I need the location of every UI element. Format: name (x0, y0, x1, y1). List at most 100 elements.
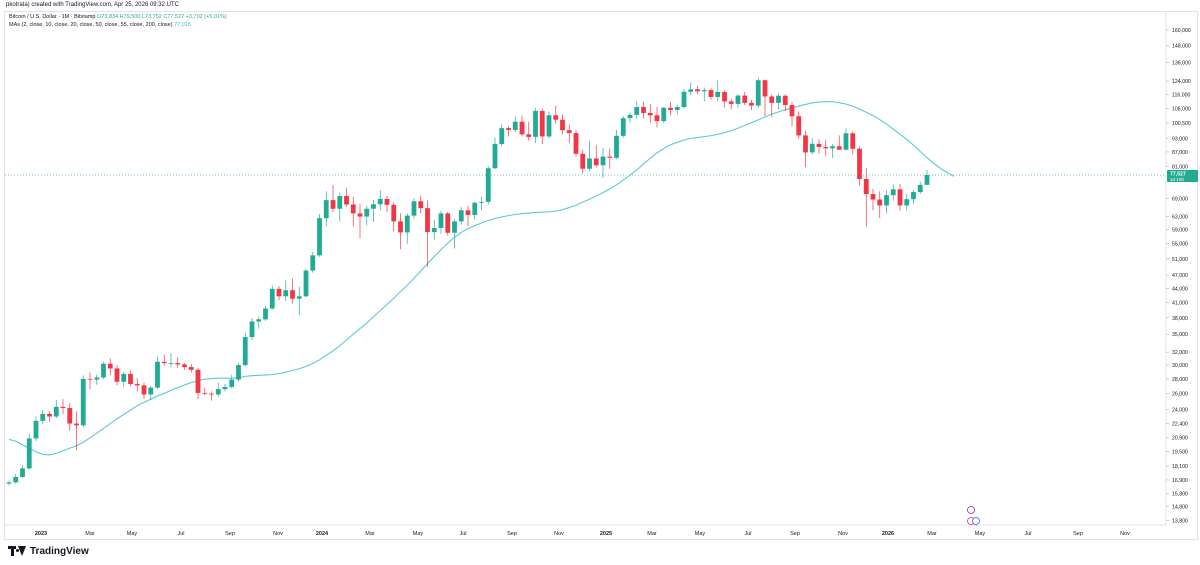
candle-body (249, 321, 255, 338)
candle-body (337, 196, 343, 209)
candle-body (762, 80, 768, 97)
candle-body (647, 112, 653, 116)
y-tick-label: 100,500 (1172, 121, 1191, 127)
y-tick-label: 13,800 (1172, 519, 1188, 525)
candle-body (789, 104, 795, 117)
x-tick-label: Nov (1120, 531, 1130, 537)
candle-body (654, 115, 660, 122)
candle-body (715, 91, 721, 97)
y-tick-label: 26,000 (1172, 392, 1188, 398)
candle-body (924, 175, 930, 185)
chart-byline: pkotrata) created with TradingView.com, … (6, 2, 179, 8)
candle-body (391, 204, 397, 222)
legend-symbol-row: Bitcoin / U.S. Dollar · 1M · Bitstamp O7… (9, 14, 227, 20)
y-tick-label: 32,000 (1172, 350, 1188, 356)
legend-ma-label[interactable]: MAs (2, close, 10, close, 20, close, 50,… (9, 22, 173, 28)
y-tick-label: 30,000 (1172, 363, 1188, 369)
y-tick-label: 16,900 (1172, 478, 1188, 484)
candle-body (236, 365, 241, 380)
candle-body (641, 107, 646, 113)
candle-body (458, 210, 464, 222)
x-tick-label: Sep (225, 531, 235, 537)
candle-body (398, 221, 403, 233)
candle-body (701, 90, 707, 92)
candle-body (735, 95, 741, 104)
event-marker-icon (967, 506, 975, 514)
x-tick-label: Sep (1073, 531, 1083, 537)
x-tick-label: Sep (507, 531, 517, 537)
x-tick-label: Nov (273, 531, 283, 537)
candle-body (911, 192, 916, 200)
candle-body (499, 128, 505, 145)
candle-body (141, 385, 147, 395)
legend-symbol[interactable]: Bitcoin / U.S. Dollar · 1M · Bitstamp (9, 14, 96, 20)
candle-body (742, 95, 748, 103)
candle-body (600, 156, 606, 166)
candle-body (377, 198, 383, 205)
candle-body (188, 367, 194, 370)
candle-body (317, 218, 322, 256)
candle-body (175, 363, 181, 365)
y-tick-label: 18,100 (1172, 464, 1188, 470)
candle-body (769, 96, 775, 103)
x-tick-label: Jul (177, 531, 184, 537)
x-tick-label: Jul (459, 531, 466, 537)
candle-body (580, 153, 586, 169)
candle-body (620, 118, 626, 136)
candle-body (627, 114, 633, 119)
x-tick-label: May (975, 531, 986, 537)
candle-body (681, 91, 687, 108)
candle-body (6, 482, 12, 484)
candles-group (6, 77, 930, 486)
candle-body (53, 406, 59, 417)
x-tick-label: Mar (365, 531, 375, 537)
x-tick-label: 2023 (35, 531, 47, 537)
x-tick-label: May (413, 531, 424, 537)
candle-body (60, 406, 66, 409)
candle-body (479, 201, 484, 203)
candle-body (344, 196, 349, 205)
countdown-label: 1d 19h (1170, 177, 1184, 182)
x-tick-label: 2024 (316, 531, 329, 537)
candle-body (107, 363, 113, 369)
candle-body (587, 158, 592, 169)
candle-body (809, 143, 815, 153)
candle-body (884, 195, 889, 206)
flag-marker-icon (972, 517, 980, 525)
brand-name: TradingView (30, 546, 89, 557)
candle-body (816, 143, 822, 147)
candle-body (128, 373, 133, 384)
candle-body (708, 90, 714, 97)
candle-body (296, 296, 302, 299)
candle-body (134, 383, 140, 386)
y-tick-label: 108,000 (1172, 107, 1191, 113)
candle-body (870, 194, 876, 200)
candle-body (566, 130, 572, 134)
y-tick-label: 44,000 (1172, 286, 1188, 292)
candle-body (512, 121, 518, 130)
y-tick-label: 87,000 (1172, 150, 1188, 156)
candle-body (546, 115, 552, 137)
candle-body (182, 364, 187, 368)
candle-body (830, 146, 835, 149)
y-tick-label: 55,000 (1172, 242, 1188, 248)
candle-body (411, 201, 417, 216)
candle-body (276, 288, 282, 297)
x-tick-label: Jul (744, 531, 751, 537)
y-tick-label: 59,000 (1172, 228, 1188, 234)
legend-ma-row: MAs (2, close, 10, close, 20, close, 50,… (9, 22, 191, 28)
candle-body (80, 378, 86, 426)
x-tick-label: Nov (838, 531, 848, 537)
candle-body (209, 393, 214, 395)
x-tick-label: Sep (790, 531, 800, 537)
candle-body (776, 95, 781, 103)
y-tick-label: 93,000 (1172, 137, 1188, 143)
y-tick-label: 124,000 (1172, 79, 1191, 85)
candle-body (674, 107, 680, 110)
candle-body (472, 202, 478, 215)
tradingview-logo-icon (8, 546, 26, 557)
x-tick-label: 2026 (882, 531, 894, 537)
candle-body (661, 107, 667, 122)
y-tick-label: 22,400 (1172, 422, 1188, 428)
